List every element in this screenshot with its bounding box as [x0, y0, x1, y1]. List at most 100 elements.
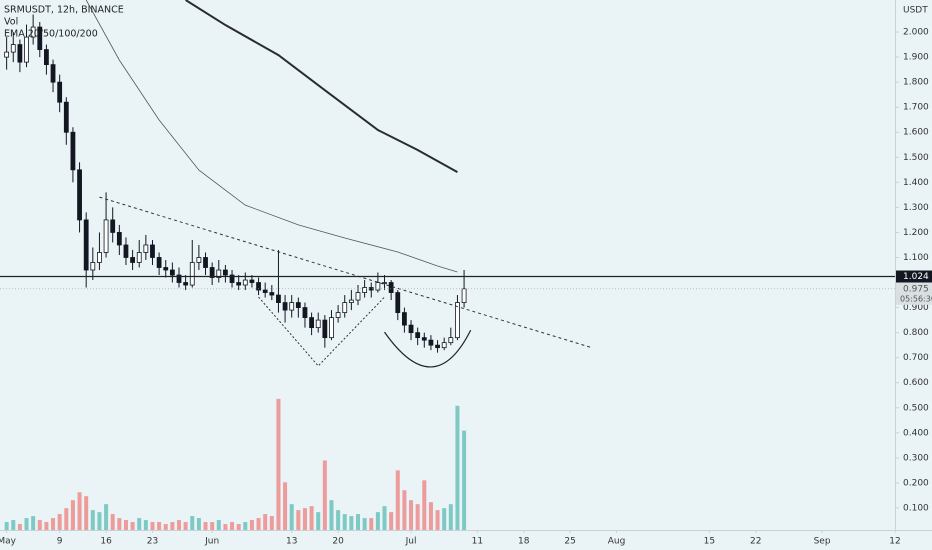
candle-body — [236, 282, 242, 286]
volume-bar — [349, 516, 354, 530]
volume-bar — [177, 520, 181, 530]
volume-bar — [31, 516, 36, 530]
y-tick-label: 1.100 — [903, 253, 929, 263]
candle-body — [448, 337, 454, 344]
volume-bar — [342, 514, 347, 530]
volume-bar — [375, 512, 380, 530]
volume-bar — [435, 510, 440, 530]
candle-body — [421, 337, 427, 341]
candle-body — [123, 244, 129, 258]
x-tick-label: 18 — [518, 537, 530, 547]
volume-bar — [157, 522, 162, 530]
candle-body — [50, 64, 56, 83]
candle-body — [4, 51, 10, 58]
candle-body — [362, 287, 368, 293]
y-tick-label: 1.600 — [903, 128, 929, 138]
candle-body — [276, 294, 281, 303]
y-tick-label: 2.000 — [903, 28, 929, 38]
candle-body — [269, 292, 275, 296]
candle-body — [156, 257, 162, 268]
volume-bar — [362, 518, 367, 530]
y-tick-label: 1.700 — [903, 103, 929, 113]
volume-bar — [90, 510, 95, 530]
volume-bar — [110, 514, 115, 530]
candle-body — [17, 44, 23, 63]
x-tick-label: 12 — [889, 537, 900, 547]
candle-body — [435, 344, 440, 349]
volume-bar — [203, 522, 208, 530]
candle-body — [169, 269, 175, 276]
y-tick-label: 0.800 — [903, 328, 929, 338]
candle-body — [388, 282, 394, 293]
volume-bar — [51, 518, 56, 530]
candle-body — [428, 339, 434, 346]
price-label-box — [896, 270, 932, 283]
volume-bar — [223, 524, 228, 530]
volume-bar — [296, 510, 301, 530]
candle-body — [10, 44, 16, 53]
volume-bar — [329, 500, 334, 530]
volume-bar — [236, 524, 241, 530]
x-tick-label: 23 — [147, 537, 158, 547]
candle-body — [70, 131, 76, 171]
y-tick-label: 0.900 — [903, 303, 929, 313]
volume-bar — [283, 482, 288, 530]
candle-body — [183, 282, 189, 286]
candle-body — [223, 269, 228, 276]
volume-bar — [415, 504, 420, 530]
x-tick-label: 20 — [332, 537, 344, 547]
y-tick-label: 0.300 — [903, 453, 929, 463]
chart-title: SRMUSDT, 12h, BINANCE — [4, 5, 124, 16]
volume-bar — [243, 522, 248, 530]
volume-bar — [336, 510, 341, 530]
candle-body — [116, 232, 122, 246]
volume-bar — [230, 522, 235, 530]
candle-body — [315, 319, 321, 329]
axis-unit: USDT — [903, 6, 928, 16]
volume-bar — [196, 518, 201, 530]
volume-bar — [11, 520, 16, 530]
volume-bar — [137, 518, 142, 530]
candle-body — [196, 257, 202, 263]
volume-bar — [130, 522, 135, 530]
candle-body — [97, 252, 102, 263]
countdown: 05:56:30 — [900, 294, 932, 303]
candle-body — [150, 244, 155, 258]
y-tick-label: 1.800 — [903, 78, 929, 88]
volume-bar — [395, 470, 400, 530]
indicator-label: EMA 20/50/100/200 — [4, 29, 98, 40]
x-tick-label: 16 — [100, 537, 112, 547]
volume-bar — [163, 524, 168, 530]
volume-bar — [143, 520, 148, 530]
candle-body — [110, 219, 116, 233]
volume-bar — [316, 512, 321, 530]
volume-bar — [104, 504, 109, 530]
candle-body — [348, 299, 354, 303]
volume-bar — [249, 520, 254, 530]
candle-body — [203, 257, 208, 268]
ema-line — [85, 0, 458, 273]
candle-body — [130, 257, 135, 263]
volume-bar — [150, 522, 155, 530]
candle-body — [375, 282, 381, 291]
volume-bar — [422, 480, 427, 530]
candle-body — [44, 49, 49, 66]
x-tick-label: 22 — [750, 537, 761, 547]
candle-body — [309, 317, 314, 329]
y-tick-label: 0.100 — [903, 503, 929, 513]
ema-line — [185, 0, 458, 173]
volume-bar — [382, 506, 387, 530]
volume-bar — [302, 508, 307, 530]
candle-body — [163, 267, 169, 271]
volume-bar — [123, 520, 128, 530]
candle-body — [103, 219, 109, 253]
volume-bar — [322, 460, 327, 530]
volume-bar — [402, 490, 407, 530]
price-label: 1.024 — [903, 272, 929, 282]
x-tick-label: Aug — [608, 537, 626, 547]
volume-bar — [84, 496, 89, 530]
volume-bar — [183, 522, 188, 530]
y-tick-label: 1.200 — [903, 228, 929, 238]
candle-body — [329, 317, 334, 339]
y-tick-label: 0.400 — [903, 428, 929, 438]
